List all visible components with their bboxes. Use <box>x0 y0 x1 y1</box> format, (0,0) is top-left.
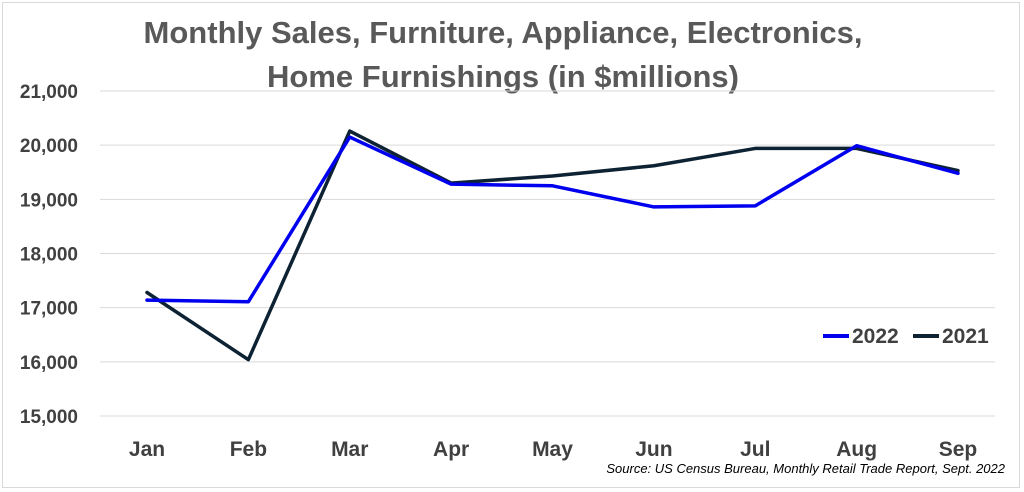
x-tick-label: May <box>532 438 573 461</box>
series-line-2022 <box>145 135 960 304</box>
legend-label-2021: 2021 <box>942 325 989 348</box>
source-note: Source: US Census Bureau, Monthly Retail… <box>606 461 1005 476</box>
y-axis-ticks: 15,000 16,000 17,000 18,000 19,000 20,000 21,0… <box>20 82 78 428</box>
data-point-2022 <box>754 204 757 208</box>
data-point-2021 <box>754 147 757 150</box>
data-point-2022 <box>855 144 858 147</box>
y-tick-label: 16,000 <box>20 353 78 374</box>
data-point-2021 <box>652 164 656 167</box>
x-tick-label: Mar <box>331 438 368 461</box>
data-point-2022 <box>449 182 453 186</box>
data-point-2022 <box>551 184 554 187</box>
x-tick-label: Jun <box>635 438 672 461</box>
y-tick-label: 19,000 <box>20 190 78 211</box>
y-tick-label: 21,000 <box>20 82 78 103</box>
data-point-2021 <box>551 174 554 178</box>
series-line-2021 <box>145 129 960 362</box>
chart-title-line-1: Monthly Sales, Furniture, Appliance, Ele… <box>143 15 863 50</box>
x-tick-label: Apr <box>433 438 469 461</box>
x-tick-label: Jul <box>740 438 770 461</box>
y-tick-label: 15,000 <box>20 407 78 428</box>
y-tick-label: 20,000 <box>20 136 78 157</box>
data-point-2021 <box>247 358 250 361</box>
data-point-2022 <box>348 135 351 139</box>
y-tick-label: 17,000 <box>20 299 78 320</box>
x-tick-label: Jan <box>129 438 165 461</box>
gridlines <box>100 90 995 417</box>
x-axis-ticks: Jan Feb Mar Apr May Jun Jul Aug Sep <box>129 438 977 461</box>
legend-label-2022: 2022 <box>852 325 899 348</box>
data-point-2021 <box>348 129 351 133</box>
data-point-2022 <box>956 172 960 175</box>
data-point-2022 <box>247 300 250 303</box>
data-point-2021 <box>956 169 960 172</box>
x-tick-label: Sep <box>939 438 978 461</box>
series-lines <box>145 129 960 362</box>
y-tick-label: 18,000 <box>20 245 78 266</box>
data-point-2022 <box>652 205 656 209</box>
legend: 2022 2021 <box>823 325 989 348</box>
x-tick-label: Aug <box>836 438 877 461</box>
data-point-2021 <box>145 291 149 294</box>
x-tick-label: Feb <box>230 438 267 461</box>
chart-title-line-2: Home Furnishings (in $millions) <box>267 59 739 94</box>
data-point-2022 <box>145 298 149 302</box>
